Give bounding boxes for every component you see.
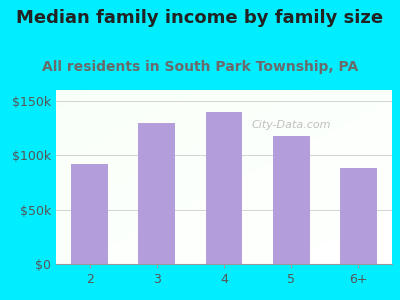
Bar <box>273 136 310 264</box>
Text: City-Data.com: City-Data.com <box>252 120 331 130</box>
Bar <box>71 164 108 264</box>
Bar <box>340 168 377 264</box>
Text: All residents in South Park Township, PA: All residents in South Park Township, PA <box>42 60 358 74</box>
Bar <box>138 123 175 264</box>
Bar <box>206 112 242 264</box>
Text: Median family income by family size: Median family income by family size <box>16 9 384 27</box>
